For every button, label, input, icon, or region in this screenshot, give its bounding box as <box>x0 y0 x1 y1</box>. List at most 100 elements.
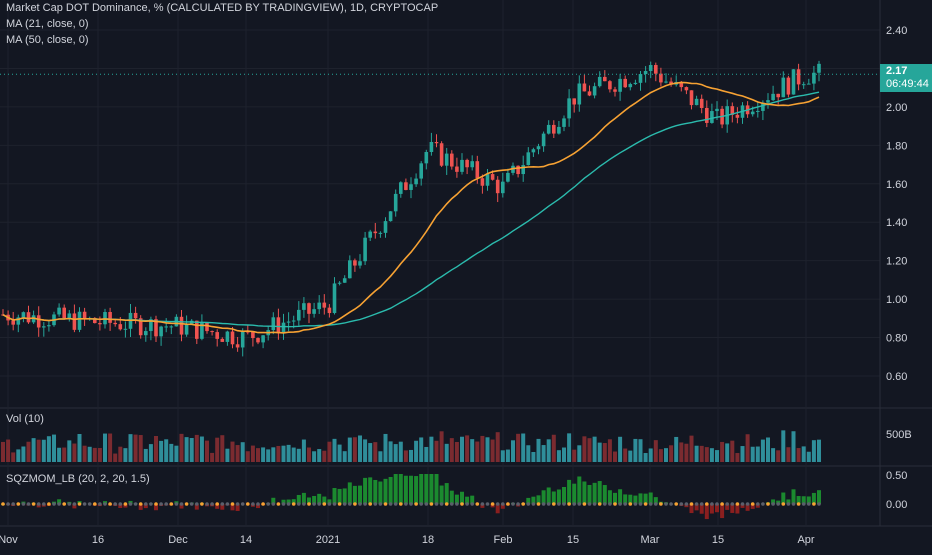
volume-bar <box>588 438 592 462</box>
squeeze-dot <box>42 502 46 506</box>
candle-body <box>634 83 638 84</box>
candle-body <box>170 326 174 327</box>
momentum-bar <box>333 488 337 504</box>
volume-bar <box>169 444 173 462</box>
volume-bar <box>684 444 688 462</box>
candle-body <box>358 261 362 265</box>
volume-bar <box>113 454 117 462</box>
squeeze-dot <box>562 502 566 506</box>
momentum-bar <box>572 484 576 504</box>
squeeze-dot <box>6 502 10 506</box>
volume-bar <box>256 448 260 462</box>
volume-bar <box>470 439 474 462</box>
volume-bar <box>557 450 561 462</box>
squeeze-dot <box>124 502 128 506</box>
candle-body <box>705 108 709 123</box>
volume-bar <box>307 447 311 462</box>
squeeze-dot <box>348 502 352 506</box>
squeeze-dot <box>455 502 459 506</box>
time-tick-label: 18 <box>422 534 434 546</box>
volume-bar <box>424 447 428 462</box>
squeeze-dot <box>715 502 719 506</box>
volume-bar <box>603 443 607 462</box>
volume-bar <box>220 435 224 462</box>
volume-bar <box>399 442 403 462</box>
chart-title: Market Cap DOT Dominance, % (CALCULATED … <box>6 2 438 14</box>
candle-body <box>62 308 66 319</box>
candle-body <box>654 65 658 74</box>
squeeze-dot <box>22 502 26 506</box>
momentum-bar <box>577 476 581 504</box>
volume-bar <box>526 445 530 462</box>
candle-body <box>537 146 541 149</box>
candle-body <box>639 74 643 83</box>
squeeze-dot <box>547 502 551 506</box>
candle-body <box>613 89 617 91</box>
volume-bar <box>282 446 286 462</box>
last-price-tag: 2.17 06:49:44 <box>880 64 932 92</box>
volume-bar <box>276 446 280 462</box>
momentum-bar <box>429 474 433 504</box>
squeeze-dot <box>486 502 490 506</box>
volume-bar <box>333 439 337 462</box>
momentum-bar <box>557 489 561 504</box>
squeeze-dot <box>180 502 184 506</box>
volume-bar <box>144 449 148 462</box>
volume-bar <box>480 436 484 462</box>
candle-body <box>445 154 449 166</box>
candle-body <box>481 178 485 185</box>
squeeze-dot <box>567 502 571 506</box>
volume-bar <box>1 442 5 462</box>
squeeze-dot <box>470 502 474 506</box>
volume-bar <box>567 433 571 462</box>
volume-bar <box>394 444 398 462</box>
candle-body <box>506 173 510 182</box>
candle-body <box>272 317 276 330</box>
countdown-timer: 06:49:44 <box>886 78 932 91</box>
candle-body <box>297 310 301 321</box>
time-tick-label: 16 <box>92 534 104 546</box>
candle-body <box>27 312 31 322</box>
candle-body <box>215 332 219 339</box>
candle-body <box>119 324 123 329</box>
squeeze-dot <box>746 502 750 506</box>
volume-bar <box>812 440 816 462</box>
volume-bar <box>664 448 668 462</box>
momentum-bar <box>373 480 377 504</box>
volume-tick-label: 500B <box>886 429 912 441</box>
volume-bar <box>720 442 724 462</box>
candle-body <box>792 69 796 94</box>
volume-bar <box>455 442 459 462</box>
momentum-bar <box>343 488 347 504</box>
volume-bar <box>577 445 581 462</box>
candle-body <box>73 313 77 329</box>
squeeze-dot <box>460 502 464 506</box>
candle-body <box>608 81 612 89</box>
candle-body <box>787 78 791 95</box>
momentum-bar <box>567 480 571 504</box>
squeeze-dot <box>226 502 230 506</box>
momentum-tick-label: 0.00 <box>886 499 907 511</box>
momentum-bar <box>582 481 586 504</box>
volume-bar <box>292 448 296 462</box>
squeeze-dot <box>404 502 408 506</box>
volume-bar <box>338 445 342 462</box>
candle-body <box>185 324 189 335</box>
candle-body <box>282 323 286 334</box>
volume-bar <box>174 446 178 462</box>
volume-bar <box>710 448 714 462</box>
candle-body <box>277 317 281 333</box>
squeeze-dot <box>292 502 296 506</box>
squeeze-dot <box>343 502 347 506</box>
candle-body <box>552 125 556 134</box>
volume-bar <box>348 438 352 462</box>
squeeze-dot <box>511 502 515 506</box>
candle-body <box>470 161 474 167</box>
candle-body <box>399 182 403 194</box>
volume-bar <box>322 451 326 462</box>
volume-bar <box>118 447 122 462</box>
squeeze-dot <box>639 502 643 506</box>
candle-body <box>782 78 786 98</box>
